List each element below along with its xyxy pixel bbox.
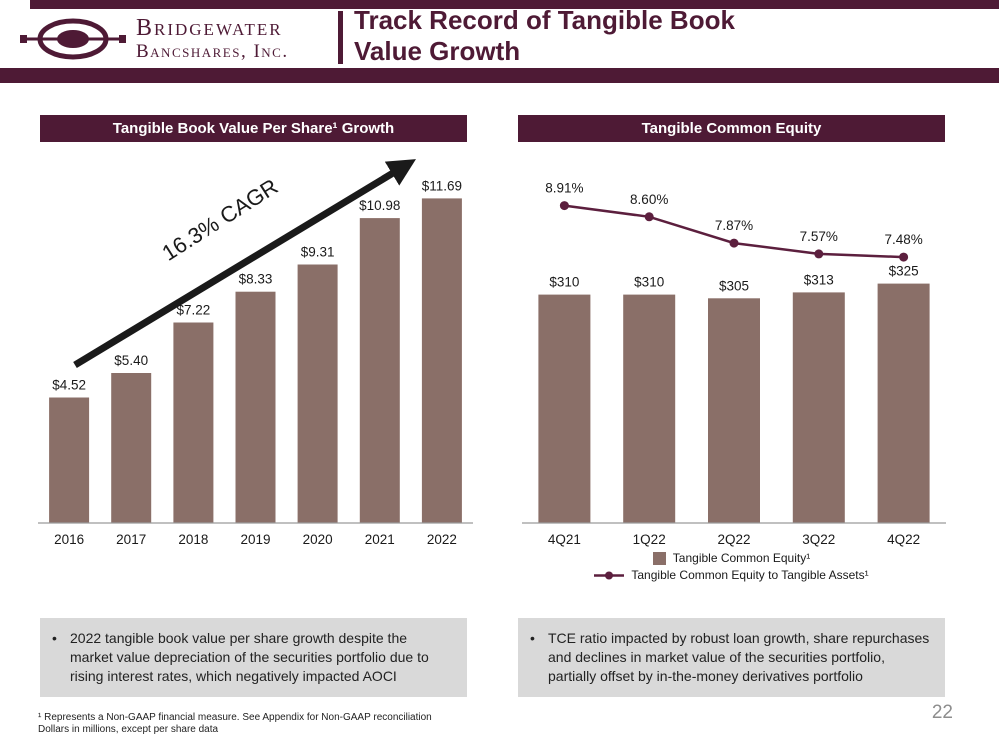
combo-chart-svg: $310 4Q21 $310 1Q22 $305 2Q22 $313 3Q22 $325 4Q22… [522, 181, 946, 547]
bar [49, 397, 90, 523]
bar [538, 294, 591, 523]
bar-value-label: $7.22 [177, 303, 211, 318]
line-marker [644, 212, 654, 222]
bar-value-label: $310 [549, 275, 579, 290]
cagr-arrow [73, 159, 416, 368]
right-note-bullet: • [530, 630, 535, 646]
tce-line-swatch [594, 571, 625, 579]
bar [708, 298, 760, 523]
bar [359, 218, 400, 523]
line-marker [814, 249, 824, 259]
bar-value-label: $325 [889, 264, 919, 279]
logo-name-line2: Bancshares, Inc. [136, 40, 289, 62]
legend-label-line: Tangible Common Equity to Tangible Asset… [631, 568, 869, 582]
x-tick-label: 3Q22 [802, 532, 835, 547]
footnote: ¹ Represents a Non-GAAP financial measur… [38, 712, 432, 736]
right-note-text: TCE ratio impacted by robust loan growth… [548, 630, 930, 684]
line-marker [729, 238, 739, 248]
bar [792, 292, 845, 523]
bar-value-label: $11.69 [422, 178, 462, 193]
legend-label-bar: Tangible Common Equity¹ [672, 551, 811, 565]
bar [421, 198, 462, 523]
left-note-bullet: • [52, 630, 57, 646]
line-value-label: 8.91% [545, 181, 583, 196]
tbvps-growth-chart: $4.52 2016 $5.40 2017 $7.22 2018 $8.33 2019 $9.3… [38, 148, 473, 560]
x-tick-label: 2Q22 [717, 532, 750, 547]
x-tick-label: 4Q21 [548, 532, 581, 547]
page-number: 22 [931, 702, 953, 723]
bar-value-label: $5.40 [114, 353, 148, 368]
bar [877, 283, 930, 523]
left-note-box: • 2022 tangible book value per share gro… [40, 618, 467, 697]
bar [111, 373, 152, 523]
left-panel-header: Tangible Book Value Per Share¹ Growth [40, 115, 467, 142]
right-panel-header: Tangible Common Equity [518, 115, 945, 142]
legend-row-bar: Tangible Common Equity¹ [652, 551, 811, 565]
x-tick-label: 2018 [178, 532, 208, 547]
bar-value-label: $9.31 [301, 245, 335, 260]
left-note-text: 2022 tangible book value per share growt… [70, 630, 429, 684]
bridgewater-logo-icon [20, 18, 126, 60]
x-tick-label: 2022 [427, 532, 457, 547]
bar-value-label: $10.98 [359, 198, 400, 213]
company-logo: Bridgewater Bancshares, Inc. [20, 10, 289, 68]
line-value-label: 7.57% [800, 229, 838, 244]
line-value-label: 8.60% [630, 192, 668, 207]
bar [297, 264, 338, 523]
bar-value-label: $310 [634, 275, 664, 290]
bar [173, 322, 214, 523]
page-title: Track Record of Tangible Book Value Grow… [354, 5, 735, 67]
line-value-label: 7.48% [884, 232, 922, 247]
line-marker [899, 252, 909, 262]
bar-value-label: $4.52 [52, 378, 86, 393]
right-note-box: • TCE ratio impacted by robust loan grow… [518, 618, 945, 697]
bar-value-label: $313 [804, 272, 834, 287]
bar [235, 291, 276, 523]
legend-row-line: Tangible Common Equity to Tangible Asset… [594, 568, 869, 582]
footnote-line2: Dollars in millions, except per share da… [38, 724, 219, 735]
bar-value-label: $8.33 [239, 272, 273, 287]
tce-bar-swatch [652, 551, 666, 565]
page-title-line2: Value Growth [354, 36, 521, 66]
bar-value-label: $305 [719, 278, 749, 293]
bar [623, 294, 676, 523]
bar-chart-svg: $4.52 2016 $5.40 2017 $7.22 2018 $8.33 2019 $9.3… [38, 159, 473, 547]
x-tick-label: 4Q22 [887, 532, 920, 547]
footnote-line1: ¹ Represents a Non-GAAP financial measur… [38, 712, 432, 723]
x-tick-label: 2016 [54, 532, 84, 547]
x-tick-label: 2020 [303, 532, 333, 547]
x-tick-label: 2019 [240, 532, 270, 547]
logo-text: Bridgewater Bancshares, Inc. [136, 16, 289, 61]
logo-name-line1: Bridgewater [136, 15, 283, 42]
x-tick-label: 2017 [116, 532, 146, 547]
x-tick-label: 2021 [365, 532, 395, 547]
tangible-common-equity-chart: $310 4Q21 $310 1Q22 $305 2Q22 $313 3Q22 $325 4Q22… [522, 148, 946, 560]
line-marker [559, 201, 569, 211]
page-title-line1: Track Record of Tangible Book [354, 5, 735, 35]
header-top-strip [30, 0, 999, 9]
tce-legend: Tangible Common Equity¹ Tangible Common … [518, 551, 945, 582]
x-tick-label: 1Q22 [633, 532, 666, 547]
header-bottom-bar [0, 68, 999, 83]
header-divider [338, 11, 343, 64]
line-value-label: 7.87% [715, 218, 753, 233]
